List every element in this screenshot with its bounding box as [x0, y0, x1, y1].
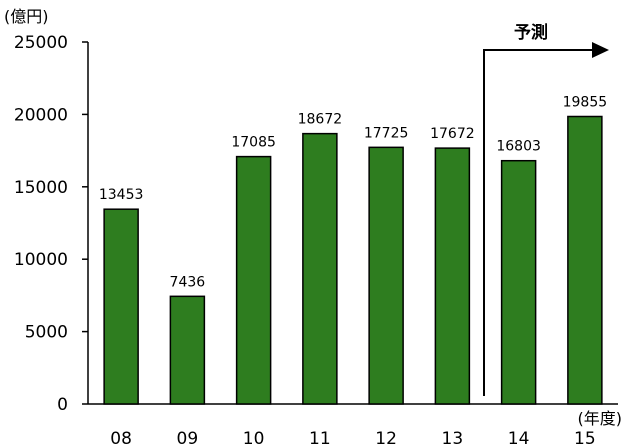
x-tick-label: 15 [574, 429, 596, 448]
bar [237, 157, 271, 404]
bar [435, 148, 469, 404]
bar [502, 161, 536, 404]
y-tick-label: 10000 [14, 250, 68, 270]
y-tick-label: 20000 [14, 105, 68, 125]
y-axis-unit-label: (億円) [4, 7, 49, 26]
bar [303, 134, 337, 404]
x-tick-label: 14 [508, 429, 530, 448]
y-tick-label: 15000 [14, 178, 68, 198]
y-tick-label: 25000 [14, 33, 68, 53]
bar [170, 296, 204, 404]
bar-value-label: 7436 [170, 274, 206, 290]
bar-value-label: 16803 [496, 139, 541, 155]
forecast-label: 予測 [514, 22, 548, 43]
forecast-arrow-head [592, 42, 609, 58]
bar [369, 147, 403, 404]
x-tick-label: 08 [110, 429, 132, 448]
bar-value-label: 17085 [231, 135, 276, 151]
y-tick-label: 0 [57, 395, 68, 415]
bar [568, 116, 602, 404]
bar-value-label: 13453 [99, 187, 144, 203]
bar-value-label: 19855 [563, 94, 608, 110]
bar [104, 209, 138, 404]
x-tick-label: 13 [442, 429, 464, 448]
x-tick-label: 10 [243, 429, 265, 448]
x-tick-label: 11 [309, 429, 331, 448]
bar-value-label: 18672 [298, 112, 343, 128]
bar-value-label: 17672 [430, 126, 475, 142]
x-tick-label: 12 [375, 429, 397, 448]
x-axis-unit-label: (年度) [578, 409, 623, 428]
y-tick-label: 5000 [25, 323, 68, 343]
bar-series: 13453 08 7436 09 17085 10 18672 11 17725 12 17672 1… [99, 94, 607, 448]
bar-value-label: 17725 [364, 125, 409, 141]
x-tick-label: 09 [177, 429, 199, 448]
y-axis-ticks: 0 5000 10000 15000 20000 25000 [14, 33, 88, 415]
